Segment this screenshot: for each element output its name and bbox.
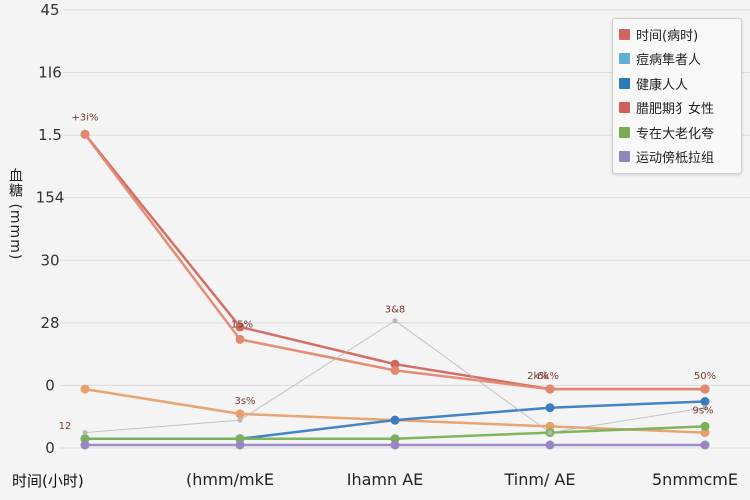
data-point — [80, 384, 90, 394]
x-tick-label: Tinm/ AE — [504, 470, 576, 489]
legend-swatch — [619, 77, 630, 89]
y-tick-label: 28 — [40, 314, 59, 332]
legend-item[interactable]: 运动傍柢拉组 — [619, 145, 735, 170]
data-label: 2k% — [527, 371, 549, 382]
legend-swatch — [619, 102, 630, 114]
series-points — [80, 129, 710, 450]
data-annotations: +3i% 15% 3&8 2k%6k% 50% 12 3s% 9s% — [59, 112, 716, 432]
x-tick-label: Ihamn AE — [347, 470, 424, 489]
legend-label: 专在大老化夸 — [636, 126, 715, 142]
legend-swatch — [619, 28, 630, 40]
data-point — [700, 397, 710, 406]
gridlines — [60, 9, 750, 449]
data-point — [545, 440, 555, 450]
legend-label: 时间(病时) — [636, 28, 699, 44]
data-point — [235, 440, 245, 450]
y-tick-label: 1.5 — [38, 126, 62, 144]
data-label: 3&8 — [385, 305, 406, 316]
x-tick-labels: (hmm/mkE Ihamn AE Tinm/ AE 5nmmcmE — [186, 470, 738, 489]
data-label: 3s% — [234, 396, 255, 407]
data-label: 50% — [694, 371, 716, 382]
data-point — [700, 384, 710, 394]
legend-label: 腊肥期犭女性 — [636, 102, 715, 118]
data-point — [235, 409, 245, 419]
data-point — [80, 434, 90, 444]
data-point — [392, 318, 398, 324]
data-point — [390, 434, 400, 444]
data-point — [545, 421, 555, 431]
data-point — [702, 405, 708, 411]
legend-item[interactable]: 痘病隼者人 — [619, 47, 735, 72]
data-point — [82, 430, 88, 436]
data-point — [390, 359, 400, 369]
data-point — [237, 417, 243, 423]
data-point — [700, 428, 710, 438]
y-tick-label: 45 — [40, 1, 59, 19]
legend-swatch — [619, 126, 630, 138]
legend-swatch — [619, 151, 630, 163]
data-label: 6k% — [537, 371, 559, 382]
legend: 时间(病时) 痘病隼者人 健康人人 腊肥期犭女性 专在大老化夸 运动傍柢拉组 — [612, 18, 742, 174]
x-axis-title: 时间(小时) — [12, 472, 84, 490]
data-point — [700, 440, 710, 450]
data-label: +3i% — [71, 112, 98, 123]
data-label: 15% — [231, 319, 253, 330]
data-point — [390, 365, 400, 375]
data-point — [235, 334, 245, 344]
data-point — [80, 129, 90, 139]
legend-label: 运动傍柢拉组 — [636, 151, 715, 167]
y-axis-title: 血糖 (mmm) — [7, 168, 23, 261]
legend-item[interactable]: 时间(病时) — [619, 22, 735, 47]
data-point — [390, 415, 400, 425]
data-point — [547, 430, 553, 436]
y-tick-label: 154 — [36, 189, 65, 207]
data-point — [235, 322, 245, 332]
data-point — [545, 384, 555, 394]
legend-item[interactable]: 腊肥期犭女性 — [619, 96, 735, 121]
legend-swatch — [619, 53, 630, 65]
y-tick-label: 1I6 — [38, 64, 62, 82]
x-tick-label: (hmm/mkE — [186, 470, 274, 489]
series-line — [83, 387, 707, 434]
series-lines — [83, 133, 707, 447]
data-point — [390, 440, 400, 450]
legend-item[interactable]: 健康人人 — [619, 71, 735, 96]
data-point — [700, 421, 710, 431]
x-tick-label: 5nmmcmE — [652, 470, 738, 489]
data-label: 9s% — [692, 406, 713, 417]
y-tick-label: 30 — [40, 251, 59, 269]
legend-label: 健康人人 — [636, 77, 689, 93]
legend-item[interactable]: 专在大老化夸 — [619, 120, 735, 145]
legend-label: 痘病隼者人 — [636, 53, 702, 69]
y-tick-labels: 45 1I6 1.5 154 30 28 0 0 — [36, 1, 65, 457]
data-point — [80, 440, 90, 450]
data-point — [545, 403, 555, 413]
data-point — [235, 434, 245, 444]
data-label: 12 — [59, 421, 72, 432]
y-tick-label: 0 — [45, 439, 55, 457]
y-tick-label: 0 — [45, 376, 55, 394]
